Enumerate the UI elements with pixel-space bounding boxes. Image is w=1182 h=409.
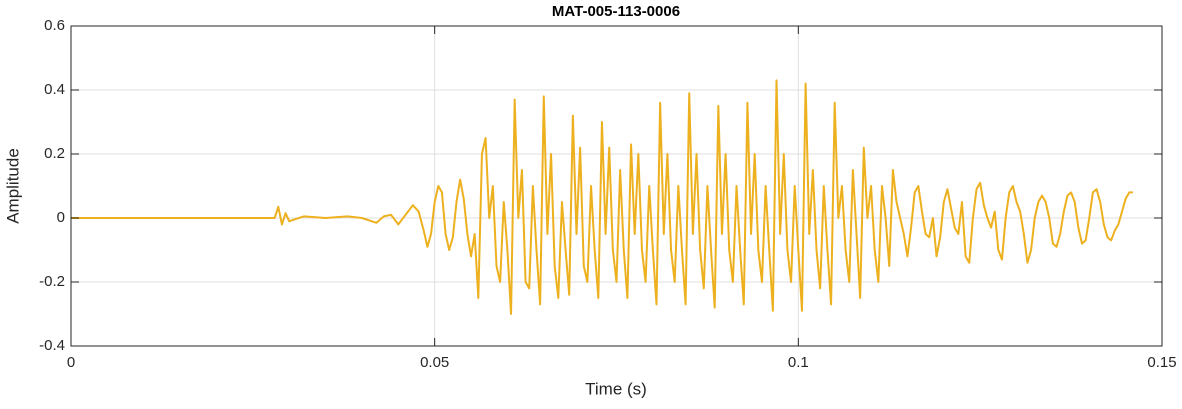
y-tick-label: -0.2	[39, 273, 65, 290]
y-axis-label: Amplitude	[3, 148, 22, 224]
x-tick-label: 0.1	[788, 354, 809, 371]
chart-title: MAT-005-113-0006	[552, 3, 680, 20]
ticks: 0 0.05 0.1 0.15 -0.4 -0.2 0 0.2 0.4 0.6	[39, 17, 1176, 371]
y-tick-label: 0.2	[44, 145, 65, 162]
axes-box	[70, 25, 1163, 347]
x-tick-label: 0.15	[1147, 354, 1176, 371]
signal-line	[71, 79, 1133, 315]
x-axis-label: Time (s)	[585, 379, 647, 398]
y-tick-label: 0.6	[44, 17, 65, 34]
y-tick-label: 0	[57, 209, 65, 226]
x-tick-label: 0.05	[420, 354, 449, 371]
y-tick-label: -0.4	[39, 337, 65, 354]
x-tick-label: 0	[67, 354, 75, 371]
plot-area	[71, 26, 1162, 346]
plot	[71, 79, 1133, 315]
y-tick-label: 0.4	[44, 81, 65, 98]
